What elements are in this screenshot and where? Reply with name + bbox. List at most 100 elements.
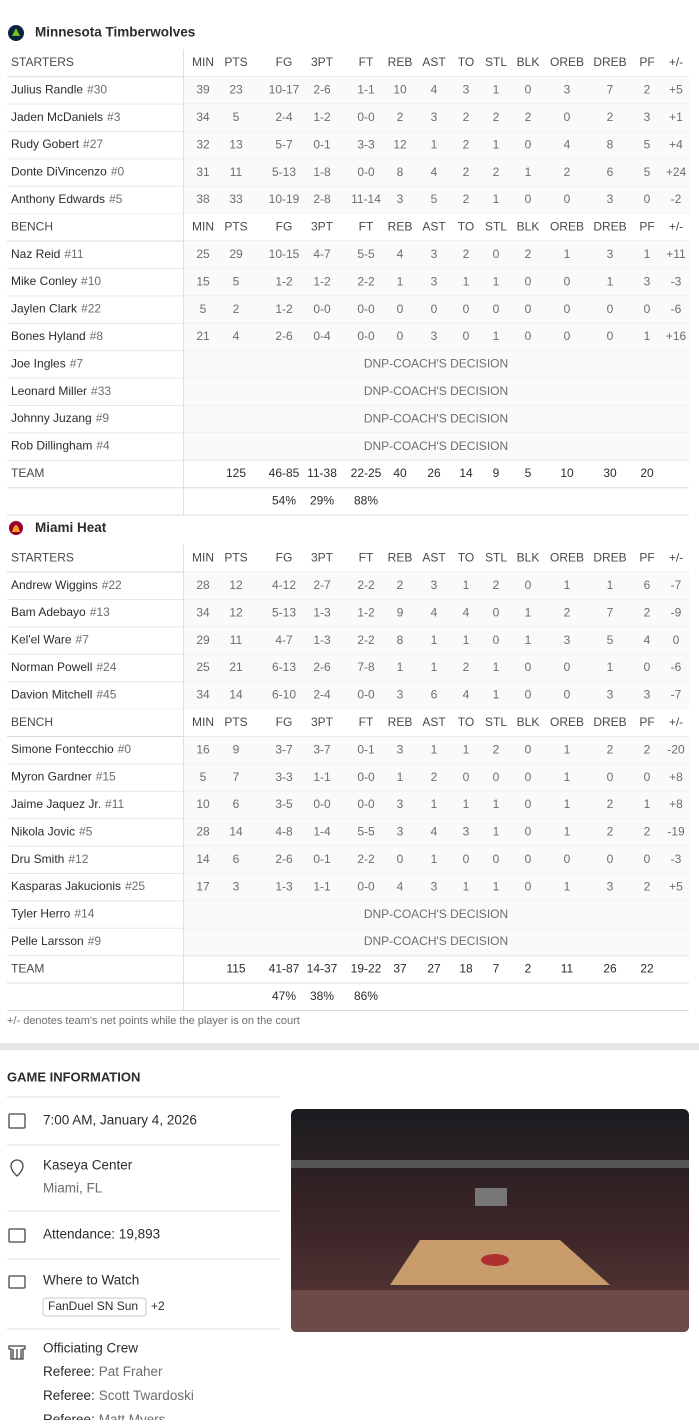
stat-cell: 6 — [233, 852, 240, 866]
player-number: #22 — [81, 302, 101, 316]
photo-center — [481, 1254, 509, 1266]
stat-cell: 5 — [200, 302, 207, 316]
stat-cell: 0-4 — [313, 329, 331, 343]
stat-cell: 1-3 — [313, 605, 331, 619]
stat-cell: 25 — [196, 247, 210, 261]
stat-cell: 0 — [607, 770, 614, 784]
stat-cell: 0-0 — [357, 329, 375, 343]
stat-cell: -19 — [667, 825, 685, 839]
stats-row-bg — [184, 873, 689, 901]
stat-cell: 1 — [431, 137, 438, 151]
stat-cell: 0 — [607, 852, 614, 866]
stat-cell: 0-0 — [313, 797, 331, 811]
player-name: Bam Adebayo #13 — [11, 605, 110, 619]
stat-cell: 2 — [607, 110, 614, 124]
stat-cell: 0 — [463, 770, 470, 784]
column-header: AST — [422, 715, 446, 729]
stat-cell: 1 — [397, 660, 404, 674]
player-number: #24 — [96, 660, 116, 674]
stat-cell: 0 — [493, 247, 500, 261]
column-header: REB — [388, 715, 413, 729]
title: Officiating Crew — [43, 1341, 138, 1356]
stat-cell: 17 — [196, 879, 210, 893]
stat-cell: 1 — [463, 742, 470, 756]
percentage-cell: 29% — [310, 494, 334, 508]
stat-cell: 0 — [564, 302, 571, 316]
stat-cell: 1 — [493, 137, 500, 151]
stat-cell: 5 — [644, 137, 651, 151]
stat-cell: 0-0 — [357, 110, 375, 124]
stat-cell: 2 — [431, 770, 438, 784]
stat-cell: 0 — [525, 274, 532, 288]
player-number: #27 — [83, 137, 103, 151]
stat-cell: 0 — [644, 302, 651, 316]
stat-cell: 2-7 — [313, 578, 331, 592]
column-header: +/- — [669, 551, 683, 565]
stat-cell: 3 — [607, 879, 614, 893]
stat-cell: 0 — [463, 302, 470, 316]
column-header: OREB — [550, 551, 584, 565]
player-name: Simone Fontecchio #0 — [11, 742, 131, 756]
stat-cell: 4 — [397, 247, 404, 261]
section-separator — [0, 1043, 699, 1050]
totals-cell: 20 — [640, 466, 654, 480]
stat-cell: 3 — [233, 879, 240, 893]
stat-cell: 0 — [607, 302, 614, 316]
column-header: BLK — [517, 715, 540, 729]
stat-cell: 0 — [493, 633, 500, 647]
totals-cell: 27 — [427, 962, 441, 976]
column-header: +/- — [669, 55, 683, 69]
player-name-text: Tyler Herro — [11, 907, 71, 921]
percentage-cell: 54% — [272, 494, 296, 508]
stat-cell: 1-1 — [357, 83, 375, 97]
stat-cell: 2 — [463, 165, 470, 179]
calendar-icon — [8, 1113, 26, 1129]
player-name-text: Rob Dillingham — [11, 439, 92, 453]
column-header: DREB — [593, 551, 626, 565]
stat-cell: 0-0 — [357, 770, 375, 784]
stat-cell: 4 — [564, 137, 571, 151]
column-header: AST — [422, 551, 446, 565]
stat-cell: 3 — [431, 879, 438, 893]
channel-badge[interactable] — [42, 1297, 147, 1317]
stat-cell: 1-8 — [313, 165, 331, 179]
stats-row-bg — [184, 350, 689, 379]
stats-row-bg — [184, 791, 689, 819]
stat-cell: 14 — [196, 852, 210, 866]
stat-cell: 3 — [431, 247, 438, 261]
stat-cell: +24 — [666, 165, 687, 179]
stat-cell: 7 — [607, 605, 614, 619]
stat-cell: 2 — [397, 110, 404, 124]
stat-cell: 1 — [493, 660, 500, 674]
totals-cell: 2 — [525, 962, 532, 976]
column-header: PTS — [224, 715, 247, 729]
player-name: Rob Dillingham #4 — [11, 439, 110, 453]
stat-cell: 1 — [463, 274, 470, 288]
column-header: FG — [276, 220, 293, 234]
player-number: #5 — [109, 192, 123, 206]
stats-row-bg — [184, 378, 689, 406]
stat-cell: 3-5 — [275, 797, 293, 811]
player-number: #14 — [74, 907, 94, 921]
stat-cell: 3-7 — [275, 742, 293, 756]
referee: Referee: Matt Myers — [43, 1412, 166, 1420]
stat-cell: 3 — [564, 633, 571, 647]
stat-cell: 3 — [397, 742, 404, 756]
player-name: Dru Smith #12 — [11, 852, 89, 866]
stat-cell: 5 — [644, 165, 651, 179]
stat-cell: 2 — [644, 742, 651, 756]
player-name: Naz Reid #11 — [11, 247, 84, 261]
player-number: #13 — [90, 605, 110, 619]
percentage-cell: 38% — [310, 989, 334, 1003]
stat-cell: 14 — [229, 825, 243, 839]
stat-cell: 9 — [397, 605, 404, 619]
stat-cell: 0-0 — [357, 165, 375, 179]
dnp-status: DNP-COACH'S DECISION — [364, 439, 508, 453]
stat-cell: 1-2 — [275, 274, 293, 288]
stat-cell: 21 — [196, 329, 210, 343]
stat-cell: 1 — [431, 852, 438, 866]
player-number: #3 — [107, 110, 121, 124]
stat-cell: 11-14 — [351, 192, 381, 206]
player-number: #8 — [90, 329, 104, 343]
stat-cell: 11 — [230, 165, 243, 179]
